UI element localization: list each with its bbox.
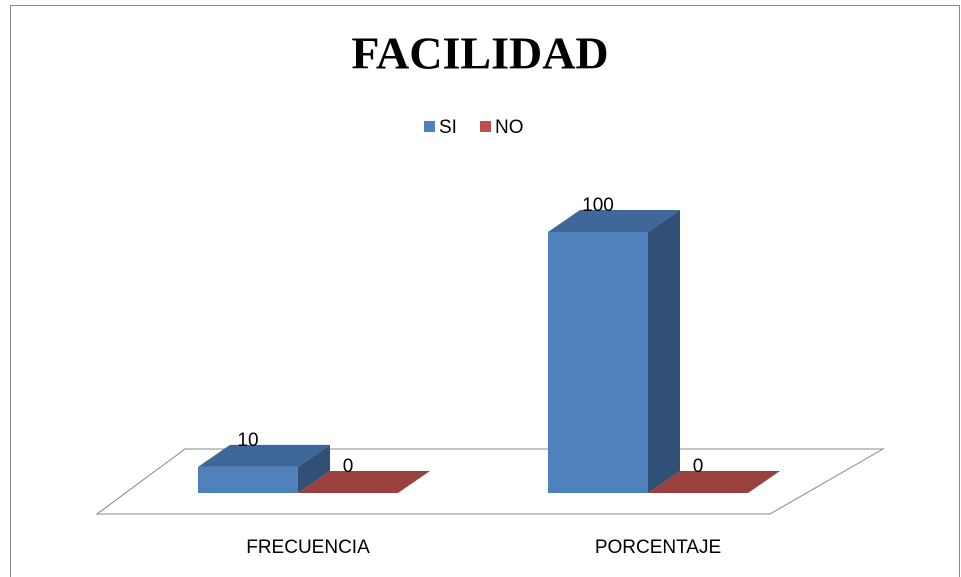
data-label: 100 <box>582 195 614 216</box>
data-label: 0 <box>343 456 354 477</box>
bar-front <box>198 466 298 493</box>
data-label: 10 <box>237 430 258 451</box>
chart-title: FACILIDAD <box>351 28 608 79</box>
bar <box>298 471 430 493</box>
bar <box>648 471 780 493</box>
bar-front <box>548 232 648 493</box>
bar-side <box>298 444 330 493</box>
legend: SI NO <box>424 117 524 138</box>
bar <box>198 444 330 493</box>
bar-side <box>648 210 680 493</box>
x-tick-label: PORCENTAJE <box>595 537 721 558</box>
data-label: 0 <box>693 456 704 477</box>
bar <box>548 210 680 493</box>
legend-swatch <box>480 121 491 132</box>
bar-top <box>298 471 430 493</box>
bar-top <box>548 210 680 232</box>
bar-top <box>198 444 330 467</box>
legend-swatch <box>424 121 435 132</box>
bar-top <box>648 471 780 493</box>
legend-label: SI <box>439 117 457 138</box>
x-tick-label: FRECUENCIA <box>246 537 370 558</box>
legend-label: NO <box>495 117 524 138</box>
